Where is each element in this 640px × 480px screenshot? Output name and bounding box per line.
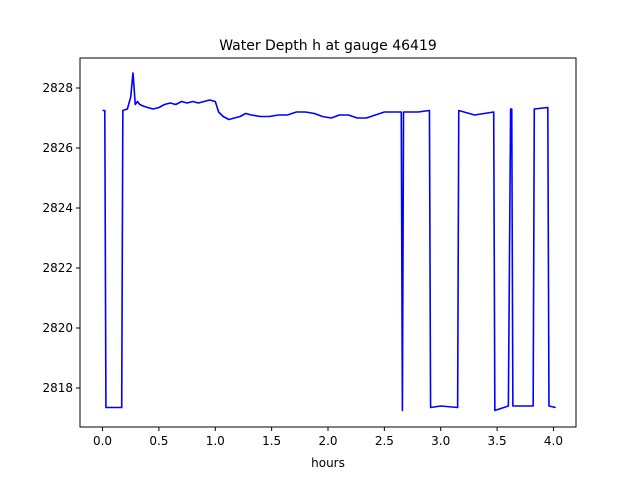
plot-area: 0.0 0.5 1.0 1.5 2.0 2.5 3.0 3.5 4.0 2818 2820 2822 2… [42, 57, 577, 448]
y-tick-label: 2818 [42, 381, 73, 395]
x-tick-label: 4.0 [544, 434, 563, 448]
x-axis-label: hours [311, 456, 345, 470]
x-tick-label: 1.0 [206, 434, 225, 448]
axes-frame [79, 57, 577, 428]
y-tick-label: 2824 [42, 201, 73, 215]
y-tick-label: 2820 [42, 321, 73, 335]
series-line-0 [102, 72, 556, 412]
y-tick-label: 2826 [42, 141, 73, 155]
x-tick-label: 2.5 [375, 434, 394, 448]
x-tick-label: 1.5 [262, 434, 281, 448]
chart-title: Water Depth h at gauge 46419 [219, 38, 437, 54]
x-tick-label: 2.0 [318, 434, 337, 448]
y-tick-label: 2828 [42, 81, 73, 95]
x-tick-label: 3.0 [431, 434, 450, 448]
x-tick-label: 0.5 [149, 434, 168, 448]
x-tick-label: 0.0 [93, 434, 112, 448]
y-tick-label: 2822 [42, 261, 73, 275]
x-tick-label: 3.5 [488, 434, 507, 448]
